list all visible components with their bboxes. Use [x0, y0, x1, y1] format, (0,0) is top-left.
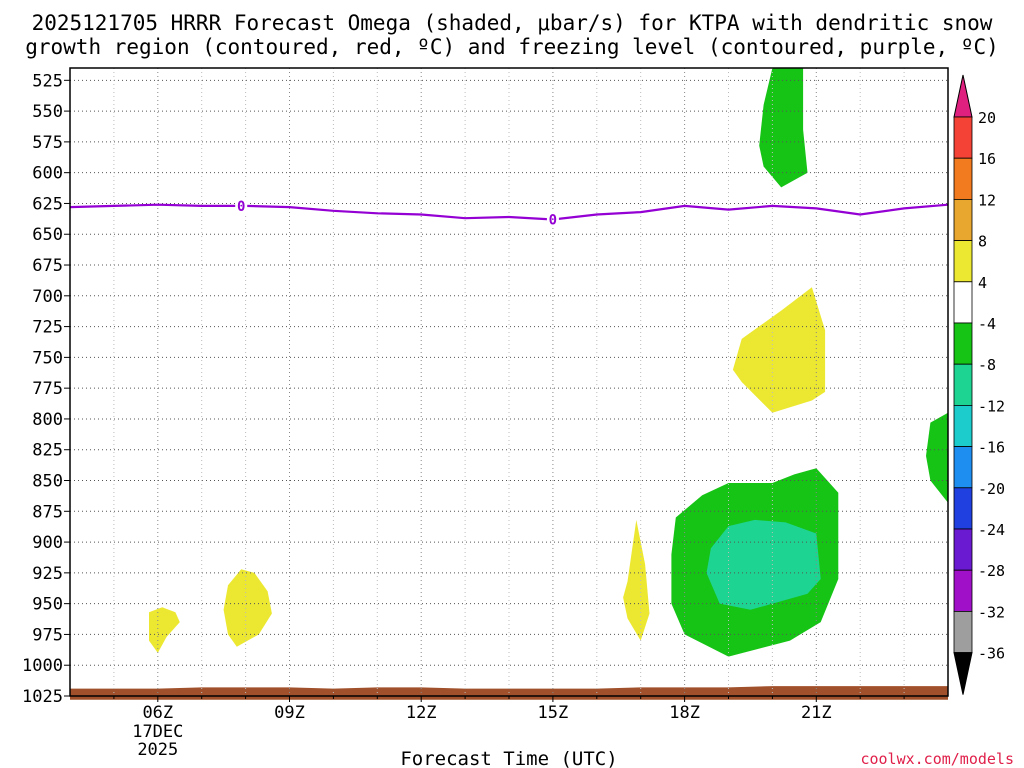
colorbar-tick-label: -16	[978, 439, 1005, 457]
x-tick-label: 15Z	[538, 703, 569, 723]
colorbar-tick-label: 4	[978, 274, 987, 292]
x-tick-date-label: 2025	[137, 740, 178, 760]
y-tick-label: 650	[32, 225, 63, 245]
omega-region-4to8-2	[623, 519, 650, 641]
colorbar-band	[953, 528, 973, 571]
y-tick-label: 800	[32, 410, 63, 430]
colorbar-tick-label: -8	[978, 356, 996, 374]
y-tick-label: 825	[32, 441, 63, 461]
y-tick-label: 850	[32, 472, 63, 492]
freezing-label-bg	[235, 197, 248, 214]
y-tick-label: 700	[32, 287, 63, 307]
colorbar-band	[953, 446, 973, 489]
omega-region-4to8-0	[149, 607, 180, 653]
colorbar-tick-label: 12	[978, 191, 996, 209]
x-tick-date-label: 17DEC	[132, 722, 183, 742]
y-tick-label: 725	[32, 318, 63, 338]
colorbar-band	[953, 157, 973, 200]
x-tick-label: 06Z	[142, 703, 173, 723]
colorbar-band	[953, 116, 973, 159]
colorbar-tick-label: 8	[978, 233, 987, 251]
freezing-level-label: 0	[237, 199, 245, 215]
colorbar-tick-label: 20	[978, 109, 996, 127]
omega-region-4to8-3	[732, 287, 826, 413]
y-tick-label: 550	[32, 102, 63, 122]
x-tick-label: 12Z	[406, 703, 437, 723]
y-tick-label: 625	[32, 194, 63, 214]
colorbar-tick-label: -20	[978, 480, 1005, 498]
y-tick-label: 750	[32, 348, 63, 368]
y-tick-label: 925	[32, 564, 63, 584]
colorbar-top-arrow	[953, 74, 973, 118]
colorbar-tick-label: -4	[978, 315, 996, 333]
colorbar-band	[953, 281, 973, 324]
colorbar-tick-label: -24	[978, 521, 1005, 539]
y-tick-label: 600	[32, 164, 63, 184]
x-tick-label: 21Z	[801, 703, 832, 723]
y-tick-label: 875	[32, 502, 63, 522]
omega-region-m4tom8-4	[759, 68, 808, 188]
chart-title-line: growth region (contoured, red, ºC) and f…	[25, 35, 999, 59]
omega-region-4to8-1	[223, 569, 272, 647]
y-tick-label: 975	[32, 625, 63, 645]
colorbar-tick-label: 16	[978, 150, 996, 168]
colorbar-tick-label: -36	[978, 645, 1005, 663]
omega-region-m8tom12-7	[706, 519, 821, 610]
y-tick-label: 525	[32, 71, 63, 91]
colorbar-band	[953, 198, 973, 241]
x-tick-label: 18Z	[669, 703, 700, 723]
colorbar-tick-label: -32	[978, 603, 1005, 621]
freezing-label-bg	[546, 211, 559, 228]
colorbar-band	[953, 322, 973, 365]
y-tick-label: 1000	[22, 656, 63, 676]
colorbar-band	[953, 363, 973, 406]
omega-region-m4tom8-5	[926, 412, 948, 503]
y-tick-label: 950	[32, 595, 63, 615]
y-tick-label: 1025	[22, 687, 63, 707]
chart-title-line: 2025121705 HRRR Forecast Omega (shaded, …	[32, 11, 993, 35]
colorbar-bottom-arrow	[953, 652, 973, 695]
freezing-level-line	[69, 203, 949, 221]
colorbar-band	[953, 487, 973, 530]
freezing-level-label: 0	[549, 212, 557, 228]
colorbar-band	[953, 569, 973, 612]
colorbar-band	[953, 240, 973, 283]
colorbar-tick-label: -12	[978, 397, 1005, 415]
credit-text: coolwx.com/models	[860, 750, 1014, 768]
x-tick-label: 09Z	[274, 703, 305, 723]
y-tick-label: 775	[32, 379, 63, 399]
y-tick-label: 675	[32, 256, 63, 276]
y-tick-label: 900	[32, 533, 63, 553]
colorbar-band	[953, 611, 973, 654]
x-axis-title: Forecast Time (UTC)	[400, 748, 617, 768]
colorbar-tick-label: -28	[978, 562, 1005, 580]
y-tick-label: 575	[32, 133, 63, 153]
colorbar-band	[953, 404, 973, 447]
